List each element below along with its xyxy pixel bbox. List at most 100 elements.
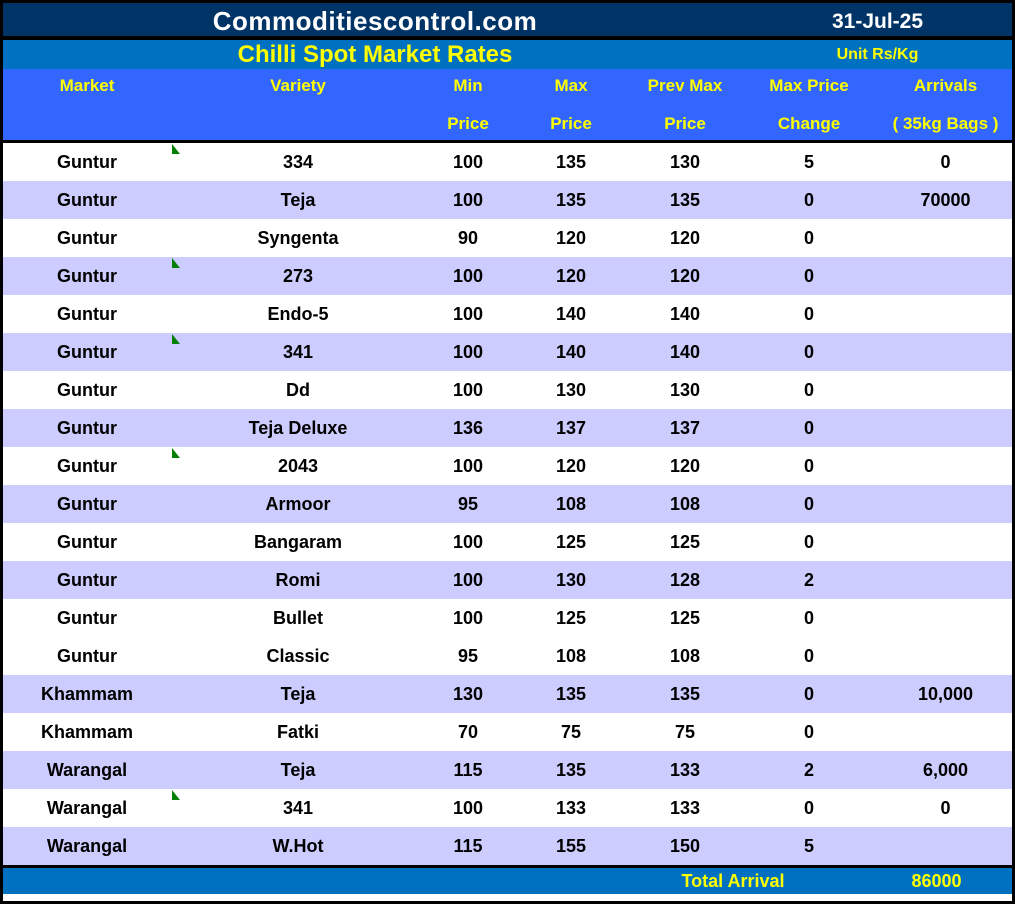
table-row: Guntur Teja Deluxe 136 137 137 0 [3, 409, 1012, 447]
cell-value: Syngenta [257, 227, 339, 248]
table-body: Guntur 334 100 135 130 5 0 Guntur Teja 100 135 135 0… [3, 143, 1012, 865]
cell-variety: W.Hot [171, 827, 425, 865]
cell-variety: Endo-5 [171, 295, 425, 333]
cell-value: Guntur [57, 493, 117, 514]
cell-value: 140 [669, 303, 701, 324]
cell-value: 135 [555, 683, 587, 704]
cell-value: Warangal [46, 797, 128, 818]
cell-value: 130 [669, 379, 701, 400]
cell-prev-max: 130 [631, 143, 739, 181]
cell-prev-max: 120 [631, 219, 739, 257]
cell-value: 10,000 [917, 683, 974, 704]
table-row: Guntur 341 100 140 140 0 [3, 333, 1012, 371]
cell-prev-max: 150 [631, 827, 739, 865]
cell-min: 100 [425, 333, 511, 371]
cell-value: 0 [803, 607, 814, 628]
cell-value: 75 [560, 721, 582, 742]
cell-value: 120 [669, 455, 701, 476]
cell-arrivals [879, 599, 1012, 637]
table-row: Warangal W.Hot 115 155 150 5 [3, 827, 1012, 865]
cell-prev-max: 133 [631, 789, 739, 827]
total-arrival-value: 86000 [911, 870, 962, 891]
cell-max: 108 [511, 637, 631, 675]
cell-change: 5 [739, 143, 879, 181]
header-line1: Max Price [769, 75, 849, 95]
cell-value: 6,000 [922, 759, 969, 780]
cell-arrivals [879, 523, 1012, 561]
cell-prev-max: 140 [631, 333, 739, 371]
cell-value: Endo-5 [267, 303, 329, 324]
cell-market: Guntur [3, 219, 171, 257]
cell-variety: Teja [171, 181, 425, 219]
cell-value: 125 [669, 531, 701, 552]
cell-market: Guntur [3, 599, 171, 637]
cell-min: 100 [425, 523, 511, 561]
cell-change: 0 [739, 409, 879, 447]
cell-value: Guntur [57, 265, 117, 286]
table-row: Guntur Endo-5 100 140 140 0 [3, 295, 1012, 333]
cell-change: 0 [739, 637, 879, 675]
cell-value: Guntur [57, 607, 117, 628]
cell-market: Guntur [3, 447, 171, 485]
number-stored-as-text-indicator-icon [172, 334, 180, 344]
cell-value: 120 [555, 455, 587, 476]
cell-value: 2 [803, 569, 814, 590]
cell-market: Guntur [3, 523, 171, 561]
header-line2: ( 35kg Bags ) [892, 113, 999, 133]
column-header-prev-max: Prev Max Price [631, 69, 739, 140]
cell-value: Guntur [57, 379, 117, 400]
cell-change: 0 [739, 219, 879, 257]
cell-min: 115 [425, 827, 511, 865]
cell-max: 155 [511, 827, 631, 865]
cell-change: 0 [739, 713, 879, 751]
cell-min: 100 [425, 371, 511, 409]
cell-value: Armoor [265, 493, 331, 514]
cell-arrivals [879, 827, 1012, 865]
cell-variety: Teja [171, 751, 425, 789]
cell-prev-max: 140 [631, 295, 739, 333]
cell-market: Khammam [3, 713, 171, 751]
cell-min: 100 [425, 181, 511, 219]
cell-max: 130 [511, 371, 631, 409]
cell-max: 125 [511, 599, 631, 637]
table-row: Warangal Teja 115 135 133 2 6,000 [3, 751, 1012, 789]
cell-prev-max: 130 [631, 371, 739, 409]
cell-prev-max: 120 [631, 447, 739, 485]
cell-value: 100 [452, 607, 484, 628]
cell-arrivals [879, 561, 1012, 599]
cell-arrivals: 70000 [879, 181, 1012, 219]
cell-arrivals [879, 713, 1012, 751]
cell-value: 0 [803, 303, 814, 324]
cell-value: 0 [940, 151, 951, 172]
cell-min: 136 [425, 409, 511, 447]
cell-prev-max: 135 [631, 675, 739, 713]
cell-max: 133 [511, 789, 631, 827]
cell-value: 0 [803, 379, 814, 400]
cell-value: 0 [803, 531, 814, 552]
cell-min: 95 [425, 637, 511, 675]
cell-value: Teja [280, 759, 316, 780]
header-line1: Max [554, 75, 588, 95]
header-line2: Price [550, 113, 592, 133]
number-stored-as-text-indicator-icon [172, 258, 180, 268]
cell-value: Romi [275, 569, 321, 590]
table-row: Guntur Teja 100 135 135 0 70000 [3, 181, 1012, 219]
cell-value: 137 [669, 417, 701, 438]
cell-value: Warangal [46, 759, 128, 780]
cell-market: Khammam [3, 675, 171, 713]
cell-variety: Armoor [171, 485, 425, 523]
cell-prev-max: 125 [631, 599, 739, 637]
cell-max: 135 [511, 181, 631, 219]
cell-market: Warangal [3, 789, 171, 827]
cell-value: 135 [555, 759, 587, 780]
cell-value: 100 [452, 379, 484, 400]
cell-value: 115 [453, 759, 483, 780]
cell-min: 100 [425, 789, 511, 827]
cell-variety: Bangaram [171, 523, 425, 561]
column-header-row: Market Variety Min Price Max Price Prev Max Pri… [3, 69, 1012, 143]
cell-value: 130 [669, 151, 701, 172]
cell-prev-max: 128 [631, 561, 739, 599]
total-row: Total Arrival 86000 [3, 865, 1012, 894]
cell-variety: Teja Deluxe [171, 409, 425, 447]
cell-value: 140 [555, 303, 587, 324]
